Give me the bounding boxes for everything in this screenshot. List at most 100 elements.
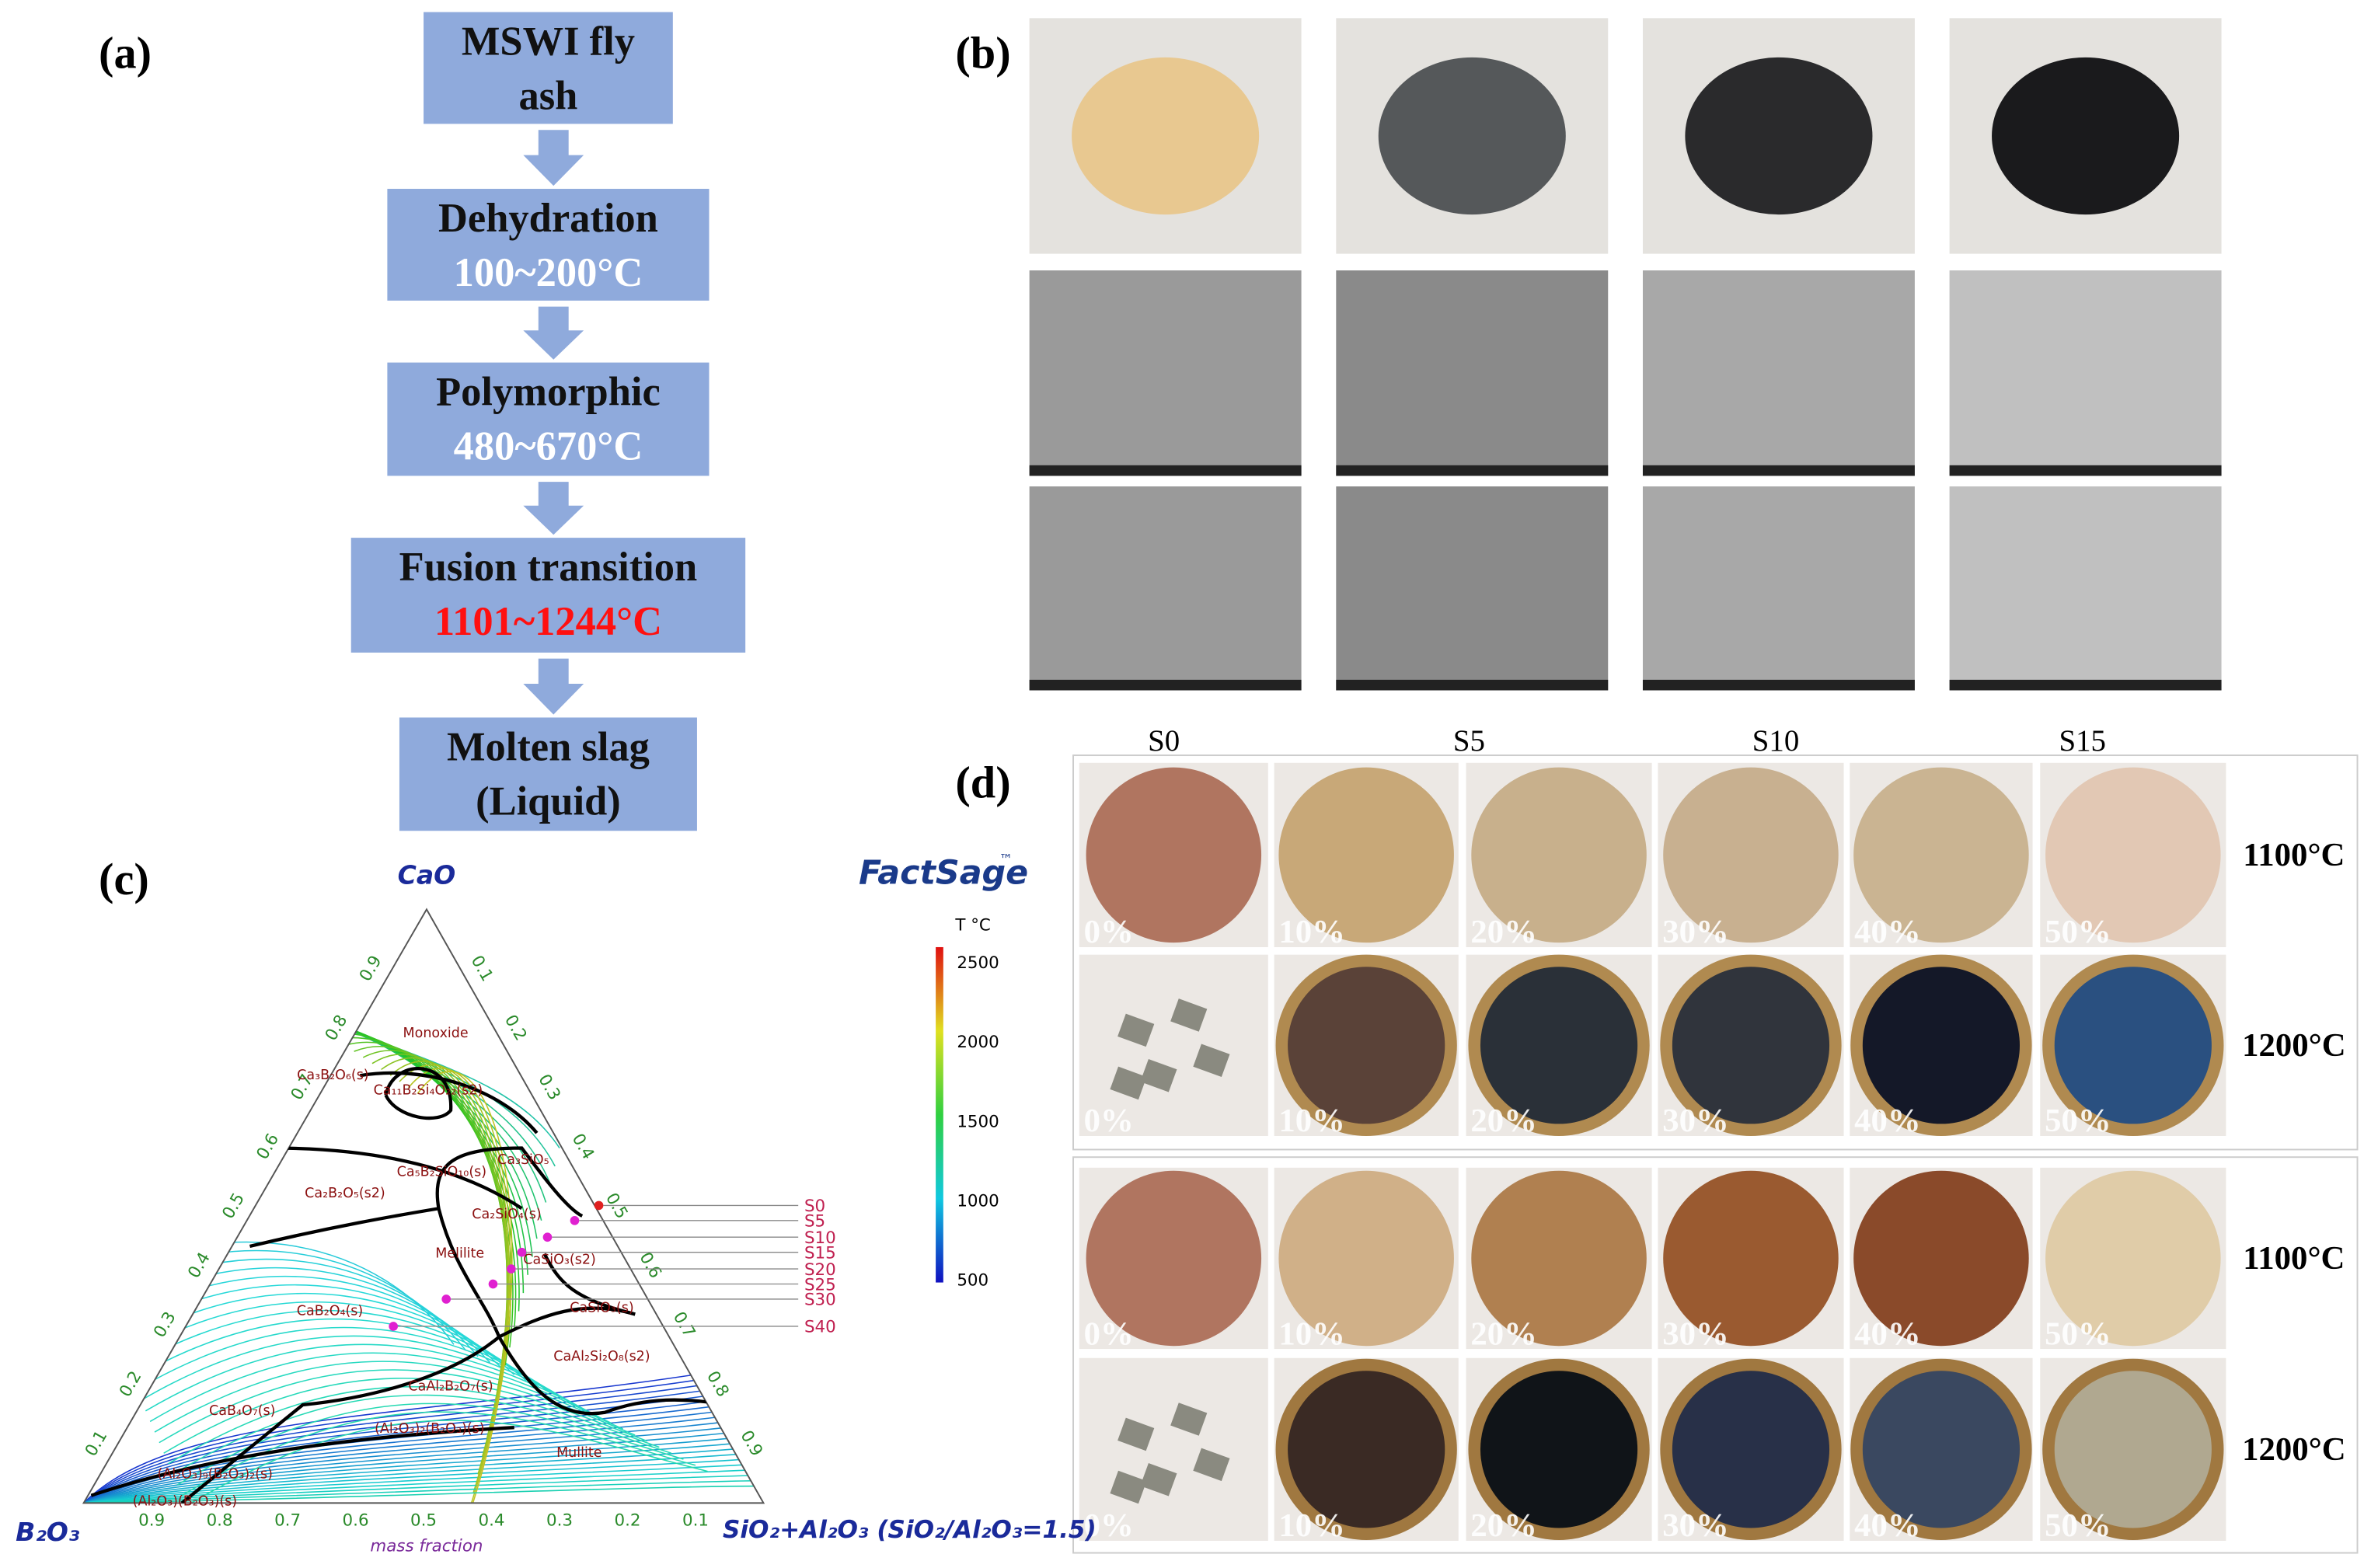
tick-label: 0.7 [669,1308,699,1341]
tick-label: 0.5 [410,1511,437,1531]
photo [1079,1357,1268,1542]
specimen [1862,967,2021,1124]
percent-label: 20% [1470,914,1537,950]
flow-text: 100~200°C [454,250,643,295]
flow-box [387,362,710,476]
sample-label: S40 [804,1318,836,1337]
specimen [1853,1170,2029,1347]
tick-label: 0.8 [322,1012,352,1044]
tick-label: 0.5 [601,1190,632,1222]
flowchart: MSWI fly ash Dehydration 100~200°C Polymorph… [350,12,746,831]
sample-label: S5 [804,1212,825,1232]
contour [122,1301,539,1388]
contour [83,1419,764,1504]
sample-label: S25 [804,1275,836,1294]
colorbar-tick: 500 [957,1270,988,1290]
contour [83,1358,764,1504]
row-label: 1200°C [2242,1431,2346,1468]
tick-label: 0.1 [82,1427,112,1460]
panel-label: (a) [99,27,152,78]
contour [362,1050,508,1420]
specimen [1480,967,1638,1124]
photo [1949,486,2222,691]
flow-text: Fusion transition [399,545,698,590]
phase-label: CaSiO₃(s2) [523,1252,596,1267]
specimen [1663,1170,1839,1347]
tick-label: 0.3 [150,1308,180,1341]
flow-box [424,12,673,124]
flow-arrow [523,482,584,535]
percent-label: 10% [1278,914,1345,950]
tick-label: 0.7 [274,1511,301,1531]
contour [399,1064,510,1493]
phase-label: Ca₃SiO₅ [497,1152,549,1168]
panel-label: (b) [955,27,1010,78]
contour [163,1378,648,1454]
phase-label: Melilite [435,1246,484,1262]
vertex-label: B₂O₃ [16,1517,80,1547]
contour [83,1437,764,1504]
percent-label: 30% [1662,1315,1729,1352]
percent-label: 20% [1470,1315,1537,1352]
percent-label: 50% [2045,1103,2111,1139]
specimen [1378,57,1566,215]
contour [235,972,556,1167]
contour [417,1071,513,1504]
colorbar-title: T °C [954,916,990,936]
percent-label: 20% [1470,1103,1537,1139]
contour [186,1420,708,1504]
flow-box [350,538,746,653]
flow-text: MSWI fly [462,19,635,64]
percent-label: 30% [1662,914,1729,950]
specimen [1288,967,1445,1124]
photo [1079,954,1268,1136]
contour [168,1385,660,1465]
contour [113,1284,515,1375]
phase-label: CaSiO₃(s) [570,1301,633,1316]
colorbar-tick: 1000 [957,1191,999,1211]
flow-box [387,189,710,301]
percent-label: 40% [1854,914,1921,950]
tick-label: 0.1 [682,1511,709,1531]
scale-bar [1949,465,2222,476]
specimen [1471,1170,1647,1347]
scale-bar [1642,679,1915,691]
tick-label: 0.2 [500,1012,531,1044]
contour [83,1431,764,1504]
fragment [1193,1044,1230,1078]
specimen [1288,1371,1445,1528]
tick-label: 0.6 [343,1511,369,1531]
sample-point [389,1322,398,1331]
contour [408,1068,511,1504]
contour [141,1335,588,1412]
specimen [1672,967,1830,1124]
specimen [1086,1170,1262,1347]
flow-text: Dehydration [438,196,658,241]
tick-label: 0.9 [138,1511,165,1531]
sample-point [570,1216,580,1225]
contour [131,1318,563,1399]
tick-label: 0.9 [736,1427,766,1460]
phase-label: Ca₁₁B₂Si₄O₂₂(s2) [374,1083,483,1099]
column-header: S10 [1752,724,1800,758]
tick-label: 0.3 [534,1071,564,1103]
photo [1029,486,1302,691]
logo-mark: ™ [999,852,1013,868]
fragment [1140,1463,1177,1497]
specimen [1672,1371,1830,1528]
specimen [1685,57,1873,215]
contour [176,1402,684,1486]
percent-label: 10% [1278,1315,1345,1352]
contour [83,1449,764,1504]
fragment [1110,1470,1147,1504]
scale-bar [1949,679,2222,691]
phase-label: CaB₂O₄(s) [297,1303,363,1319]
percent-label: 0% [1084,1315,1134,1352]
sample-point [542,1232,553,1242]
phase-label: Mullite [556,1445,601,1461]
tick-label: 0.8 [207,1511,233,1531]
column-header: S0 [1148,724,1180,758]
photo [1336,270,1609,476]
flow-text: 1101~1244°C [434,599,662,644]
photo-panels: 0% 10% 20% 30% 40% 50% 1100°C 0% 10% 20% 30% 40% 50%… [1029,18,2359,1554]
